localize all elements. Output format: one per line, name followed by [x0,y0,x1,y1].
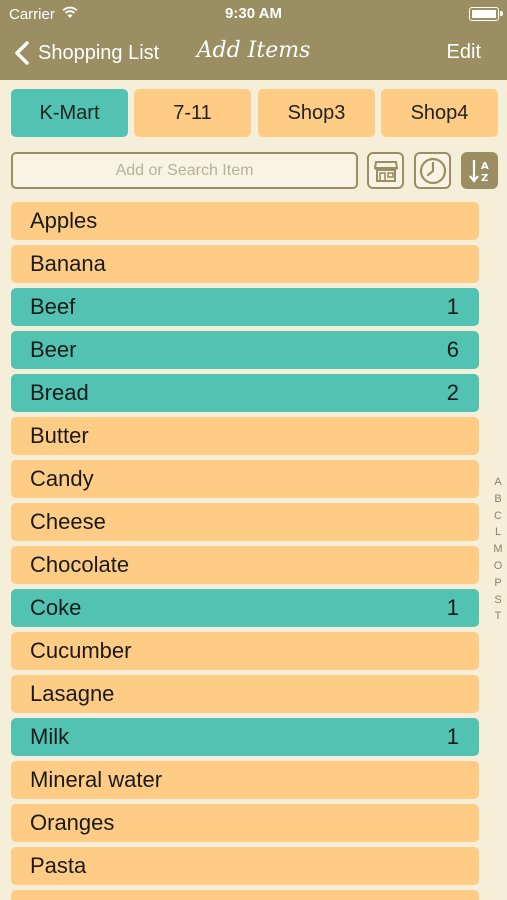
index-letter[interactable]: S [494,593,502,606]
tab-shop3[interactable]: Shop3 [258,89,375,137]
list-item[interactable]: Bread 2 [11,374,479,412]
item-count: 1 [446,595,459,620]
list-item[interactable]: Lasagne [11,675,479,713]
list-item[interactable] [11,890,479,900]
index-letter[interactable]: T [494,610,502,623]
item-name: Apples [30,208,98,233]
item-name: Pasta [30,853,87,878]
item-list: Apples Banana Beef 1 Beer 6 Bread 2 Butter Candy C… [11,202,479,900]
back-button-label: Shopping List [38,41,160,64]
index-letter[interactable]: A [494,476,502,488]
tab-shop4[interactable]: Shop4 [381,89,498,137]
item-name: Cheese [30,509,106,534]
item-count: 1 [446,294,459,319]
navigation-bar: Shopping List Add Items Edit [0,28,507,80]
battery-icon [469,7,503,21]
item-name: Beer [30,337,77,362]
search-input[interactable] [11,152,358,189]
store-icon [373,160,398,182]
tab-7-11[interactable]: 7-11 [134,89,251,137]
index-letter[interactable]: C [494,509,502,522]
list-item[interactable]: Cucumber [11,632,479,670]
list-item[interactable]: Chocolate [11,546,479,584]
svg-text:A: A [481,161,489,172]
wifi-icon [62,6,78,18]
item-count: 1 [446,724,459,749]
item-name: Banana [30,251,106,276]
sort-az-icon: A Z [468,159,489,184]
back-button[interactable]: Shopping List [12,38,159,68]
store-button[interactable] [367,152,404,189]
item-name: Butter [30,423,89,448]
item-name: Cucumber [30,638,132,663]
item-name: Mineral water [30,767,163,792]
item-name: Chocolate [30,552,130,577]
item-name: Oranges [30,810,115,835]
list-item[interactable]: Banana [11,245,479,283]
carrier-label: Carrier [9,6,55,23]
chevron-left-icon [15,41,29,65]
tab-kmart[interactable]: K-Mart [11,89,128,137]
index-letter[interactable]: P [494,576,502,589]
list-item[interactable]: Apples [11,202,479,240]
index-letter[interactable]: L [494,526,502,539]
list-item[interactable]: Coke 1 [11,589,479,627]
list-item[interactable]: Beer 6 [11,331,479,369]
item-name: Coke [30,595,82,620]
item-name: Candy [30,466,94,491]
status-bar: Carrier 9:30 AM [0,0,507,28]
top-bar: Carrier 9:30 AM Shopping List Add Items … [0,0,507,80]
status-time: 9:30 AM [225,5,282,22]
item-name: Lasagne [30,681,115,706]
list-item[interactable]: Mineral water [11,761,479,799]
search-row: A Z [11,152,498,190]
item-count: 2 [446,380,459,405]
index-letter[interactable]: B [494,492,502,505]
item-name: Bread [30,380,89,405]
history-button[interactable] [414,152,451,189]
list-item[interactable]: Cheese [11,503,479,541]
list-item[interactable]: Pasta [11,847,479,885]
list-item[interactable]: Butter [11,417,479,455]
item-name: Milk [30,724,70,749]
list-item[interactable]: Beef 1 [11,288,479,326]
index-letter[interactable]: O [493,559,503,572]
list-item[interactable]: Candy [11,460,479,498]
item-count: 6 [446,337,459,362]
svg-text:Z: Z [481,173,488,184]
sort-button[interactable]: A Z [461,152,498,189]
index-letter[interactable]: M [493,543,503,556]
list-item[interactable]: Milk 1 [11,718,479,756]
edit-button[interactable]: Edit [446,41,481,63]
clock-icon [419,157,446,184]
shop-tabs: K-Mart 7-11 Shop3 Shop4 [11,89,498,137]
item-name: Beef [30,294,76,319]
list-item[interactable]: Oranges [11,804,479,842]
